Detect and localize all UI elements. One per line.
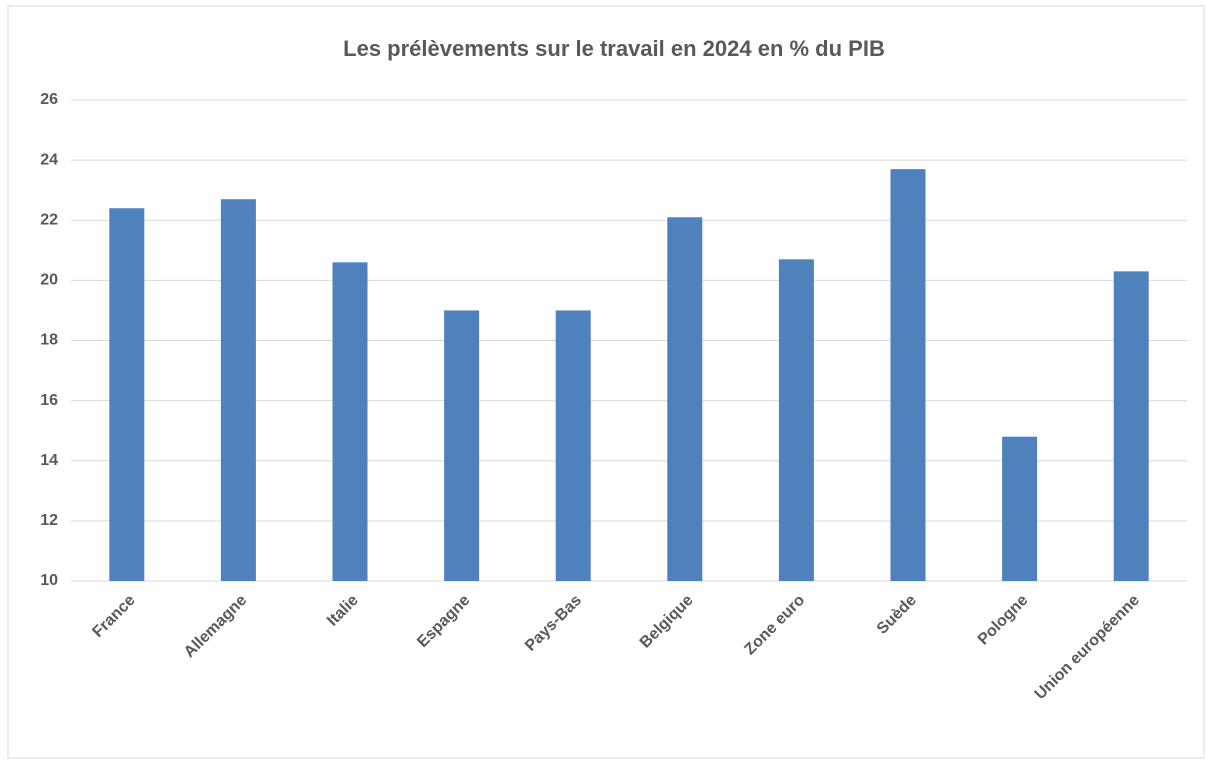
bar <box>444 310 480 581</box>
chart-title: Les prélèvements sur le travail en 2024 … <box>343 36 885 61</box>
y-tick-label: 26 <box>40 91 58 108</box>
bar <box>109 208 145 581</box>
y-tick-label: 10 <box>40 572 58 589</box>
y-tick-label: 14 <box>40 452 58 469</box>
bar <box>1002 436 1038 581</box>
y-tick-label: 16 <box>40 392 58 409</box>
bar <box>220 199 256 582</box>
bar <box>667 217 703 581</box>
bar <box>1113 271 1149 581</box>
y-tick-label: 18 <box>40 332 58 349</box>
y-tick-label: 24 <box>40 151 58 168</box>
bar <box>890 169 926 582</box>
y-tick-label: 20 <box>40 272 58 289</box>
bar <box>778 259 814 581</box>
chart-frame <box>7 5 1205 759</box>
bar <box>555 310 591 581</box>
bar <box>332 262 368 581</box>
y-tick-label: 22 <box>40 211 58 228</box>
y-tick-label: 12 <box>40 512 58 529</box>
